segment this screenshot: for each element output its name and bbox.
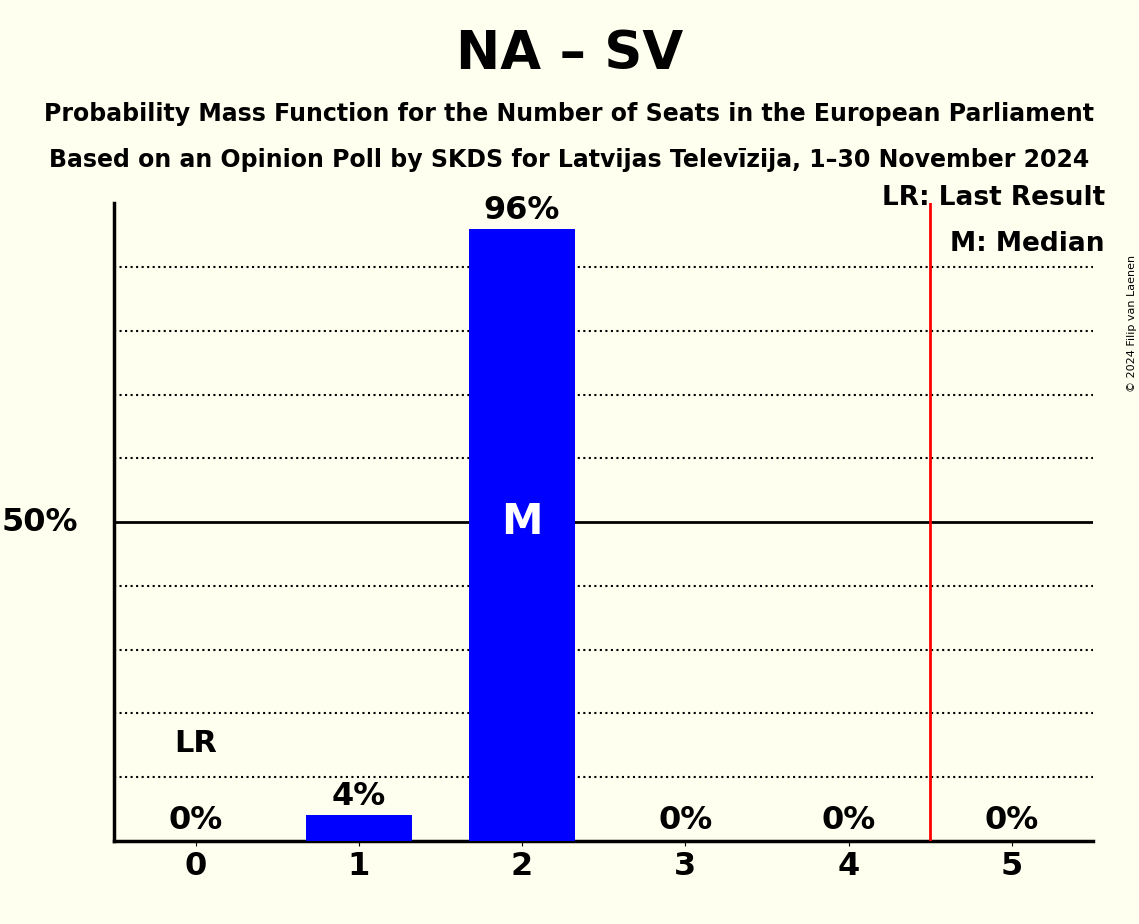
Text: M: M [501,501,543,543]
Text: 50%: 50% [1,506,77,538]
Text: NA – SV: NA – SV [456,28,683,79]
Text: 0%: 0% [985,805,1039,835]
Text: LR: Last Result: LR: Last Result [882,185,1105,211]
Text: 96%: 96% [484,195,560,225]
Text: Probability Mass Function for the Number of Seats in the European Parliament: Probability Mass Function for the Number… [44,102,1095,126]
Text: LR: LR [174,729,216,758]
Bar [305,815,412,841]
Text: 0%: 0% [821,805,876,835]
Text: © 2024 Filip van Laenen: © 2024 Filip van Laenen [1126,255,1137,392]
Text: 4%: 4% [331,781,386,812]
Text: Based on an Opinion Poll by SKDS for Latvijas Televīzija, 1–30 November 2024: Based on an Opinion Poll by SKDS for Lat… [49,148,1090,172]
Text: 0%: 0% [658,805,712,835]
Text: M: Median: M: Median [950,231,1105,257]
Bar [469,229,575,841]
Text: 0%: 0% [169,805,222,835]
